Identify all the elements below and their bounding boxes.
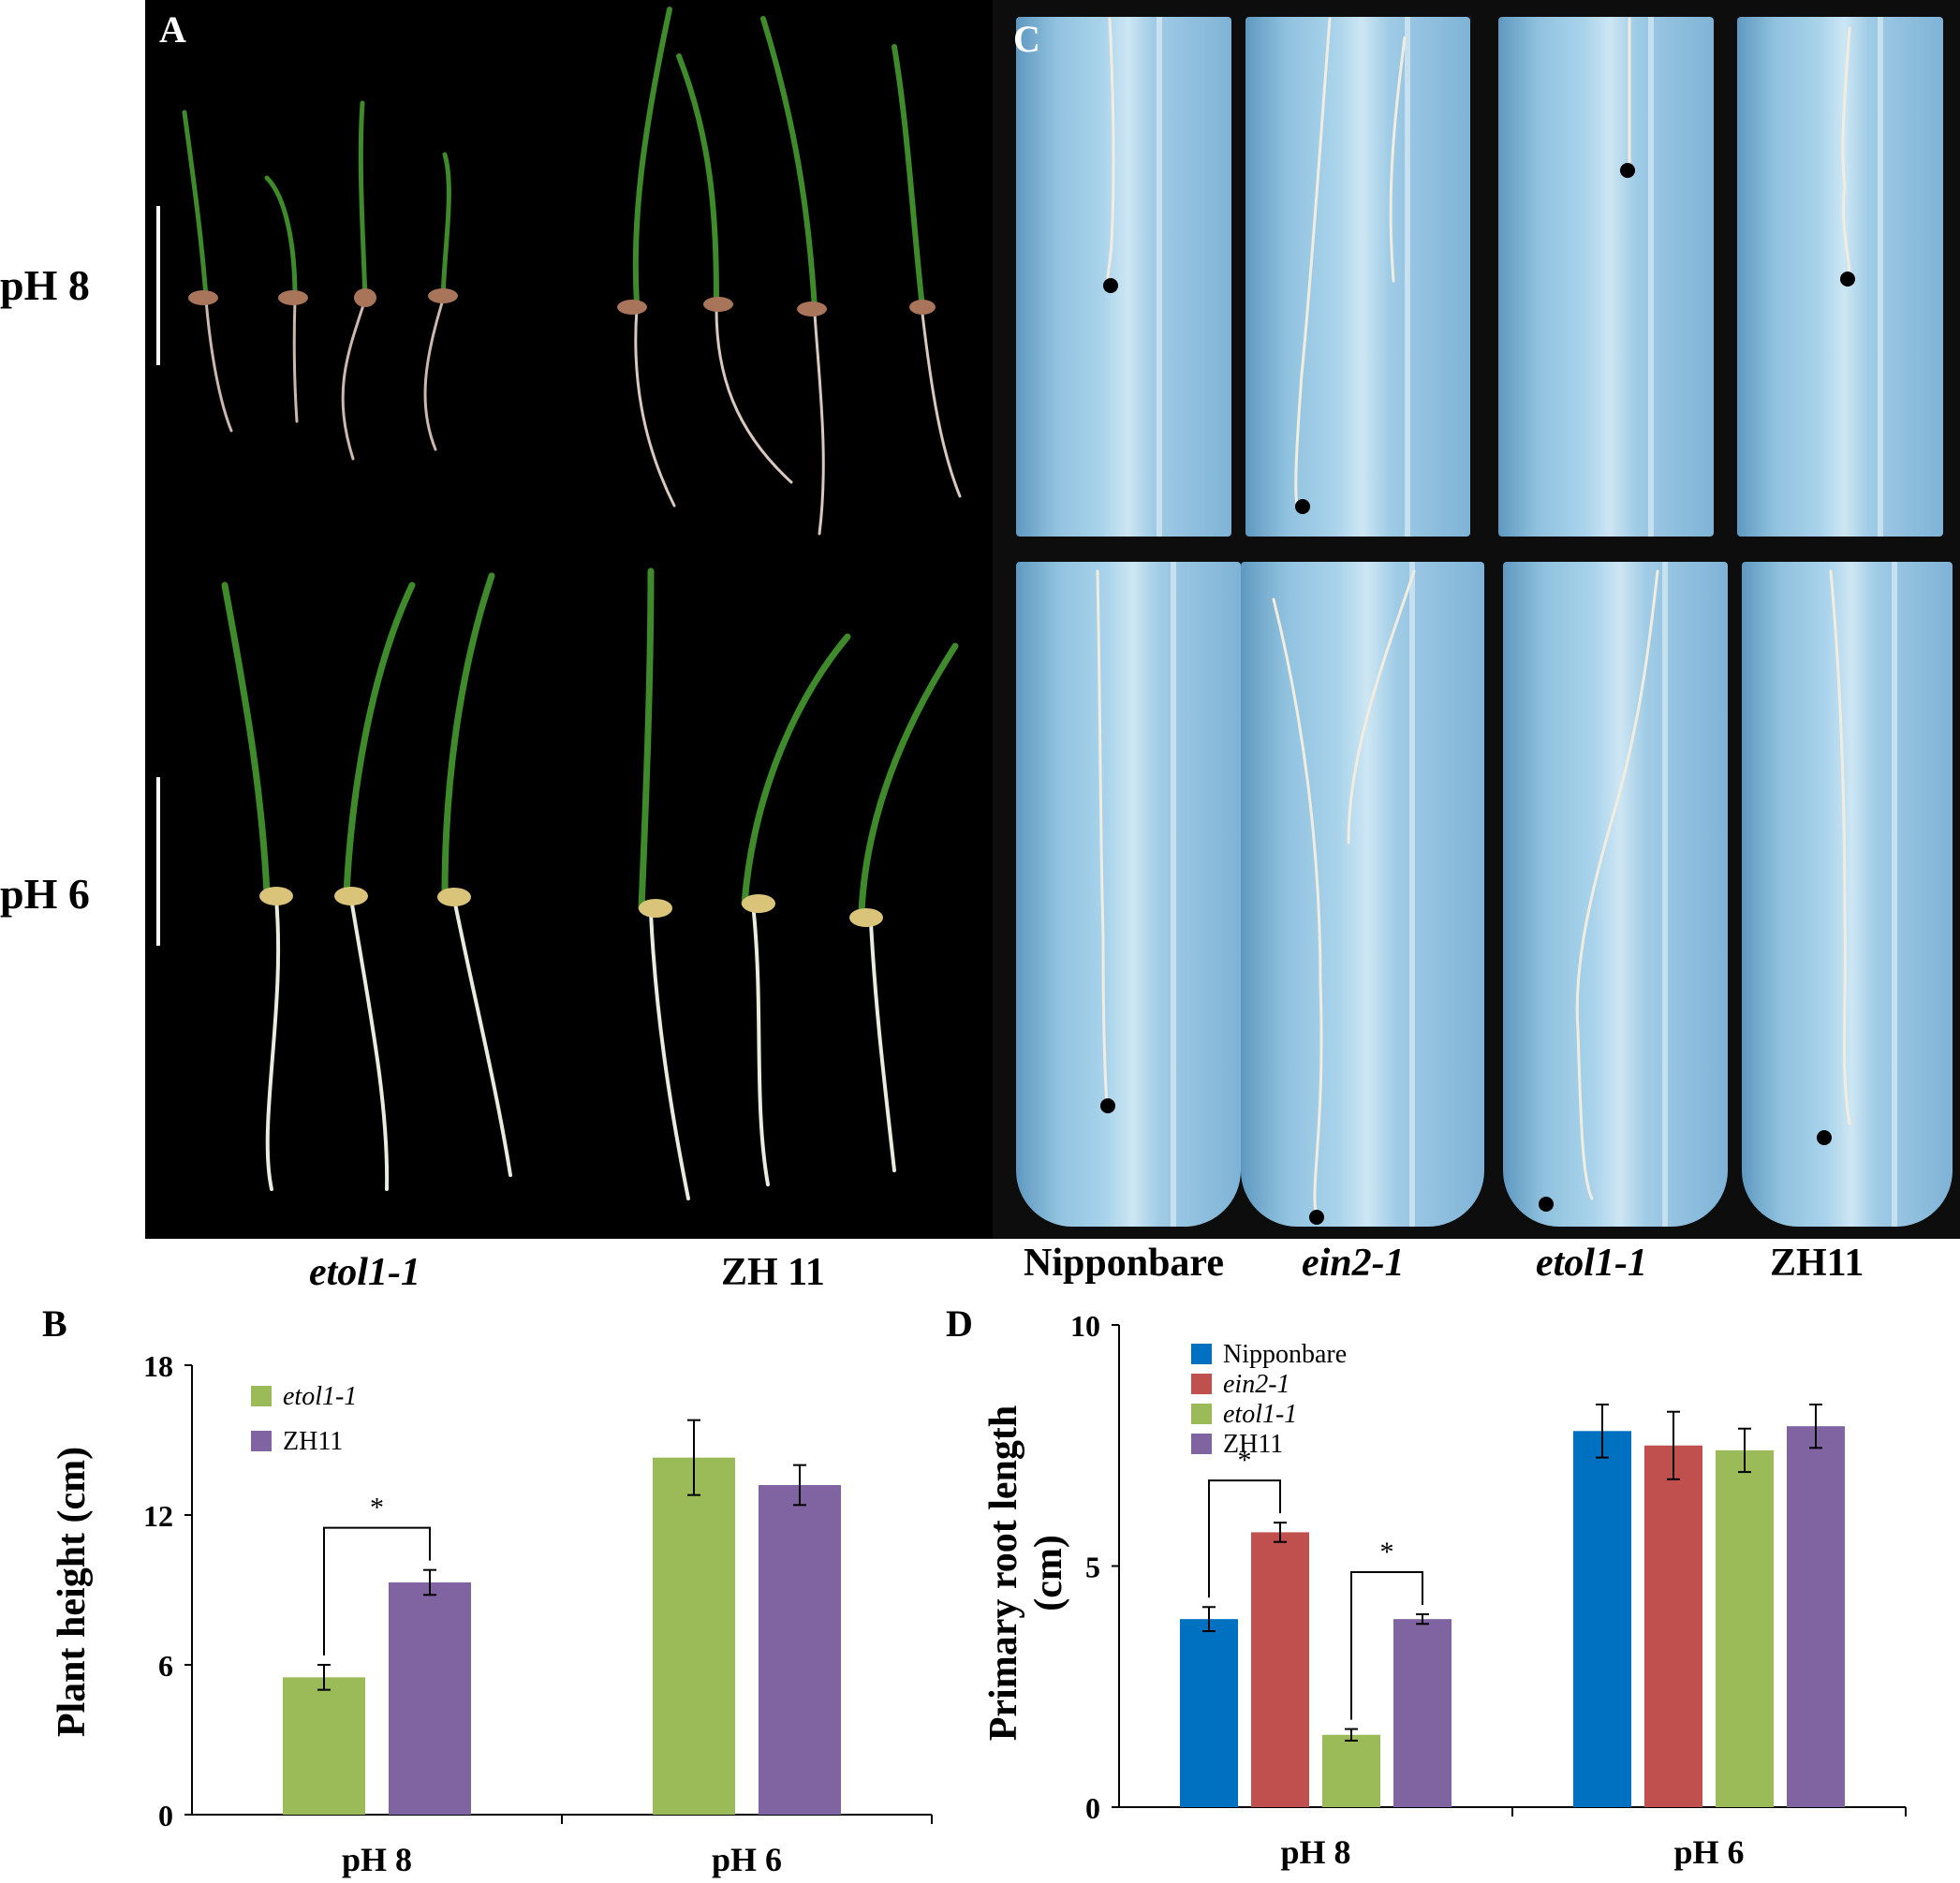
root-tip-marker: [1539, 1197, 1554, 1212]
y-tick-label: 5: [1085, 1551, 1100, 1584]
panel-c-column-ein2: ein2-1: [1302, 1242, 1405, 1285]
panel-a-column-zh11: ZH 11: [721, 1251, 825, 1294]
panel-c-column-nipponbare: Nipponbare: [1024, 1242, 1224, 1285]
bar: [1393, 1619, 1452, 1807]
legend-swatch: [1191, 1404, 1212, 1424]
panel-a-column-etol1: etol1-1: [309, 1251, 420, 1294]
tube-nipponbare-ph6: [1016, 562, 1241, 1227]
bar: [1573, 1431, 1631, 1807]
y-tick-label: 6: [158, 1649, 173, 1683]
bar: [653, 1457, 735, 1815]
y-axis-label-line: Primary root length: [982, 1405, 1025, 1741]
legend-label: etol1-1: [283, 1382, 357, 1411]
bar: [1251, 1532, 1309, 1807]
root-tip-marker: [1817, 1130, 1832, 1145]
panel-c-column-etol1: etol1-1: [1536, 1242, 1647, 1285]
significance-star: *: [1238, 1445, 1252, 1476]
panel-a-photo: A: [145, 0, 997, 1239]
x-tick-label: pH 6: [712, 1841, 782, 1878]
legend-label: ein2-1: [1223, 1370, 1290, 1399]
root-tip-marker: [1840, 272, 1855, 287]
significance-bracket: [1350, 1571, 1423, 1720]
panel-a-letter: A: [159, 8, 186, 51]
legend-label: etol1-1: [1223, 1400, 1297, 1429]
tube-etol1-ph8: [1498, 17, 1714, 537]
legend-swatch: [1191, 1344, 1212, 1364]
row-label-ph8: pH 8: [0, 261, 90, 309]
root-tip-marker: [1100, 1098, 1115, 1113]
legend-label: ZH11: [283, 1427, 343, 1456]
root-tip-marker: [1295, 499, 1310, 514]
bar: [1644, 1445, 1702, 1807]
legend-swatch: [251, 1431, 272, 1451]
y-axis-label: Plant height (cm): [51, 1447, 94, 1737]
panel-c-letter: C: [1013, 18, 1040, 60]
tube-etol1-ph6: [1503, 562, 1728, 1227]
root-tip-marker: [1103, 278, 1118, 293]
panel-d-letter: D: [946, 1302, 973, 1345]
legend-swatch: [1191, 1374, 1212, 1394]
legend-swatch: [251, 1386, 272, 1406]
y-axis-label: Primary root length (cm): [982, 1405, 1070, 1741]
bar: [759, 1485, 841, 1815]
row-label-ph6: pH 6: [0, 870, 90, 918]
bar: [389, 1582, 471, 1815]
legend-label: Nipponbare: [1223, 1340, 1347, 1369]
y-tick-label: 0: [1085, 1791, 1100, 1825]
significance-star: *: [370, 1493, 384, 1523]
y-axis-label-line: Plant height (cm): [51, 1447, 94, 1737]
tube-ein2-ph8: [1245, 17, 1470, 537]
scale-bar-ph6: [156, 777, 160, 946]
panel-c-column-zh11: ZH11: [1770, 1242, 1864, 1285]
tube-nipponbare-ph8: [1016, 17, 1231, 537]
significance-bracket: [323, 1526, 431, 1655]
roots-illustration: [1096, 17, 1851, 1214]
panel-b-letter: B: [42, 1302, 67, 1345]
scale-bar-ph8: [156, 206, 160, 365]
y-tick-label: 12: [143, 1499, 173, 1533]
bar: [1180, 1619, 1238, 1807]
panel-c-photo: C: [993, 0, 1960, 1239]
significance-bracket: [1208, 1479, 1281, 1598]
x-tick-label: pH 6: [1673, 1833, 1744, 1871]
root-tip-marker: [1309, 1210, 1324, 1225]
root-tip-marker: [1620, 163, 1635, 178]
tube-ein2-ph6: [1241, 562, 1484, 1227]
significance-star: *: [1380, 1537, 1394, 1567]
bar: [283, 1677, 365, 1815]
x-tick-label: pH 8: [1280, 1833, 1350, 1871]
seedlings-illustration: [182, 7, 962, 1200]
y-tick-label: 18: [143, 1349, 173, 1383]
x-tick-label: pH 8: [342, 1841, 412, 1878]
bar: [1787, 1426, 1845, 1807]
y-tick-label: 10: [1070, 1309, 1100, 1343]
bar: [1322, 1734, 1380, 1807]
legend-label: ZH11: [1223, 1430, 1283, 1459]
chart-b-plant-height: 0 6 12 18 pH 8 pH 6 * etol1-1 ZH11 Plant height (…: [51, 1349, 933, 1878]
bar: [1716, 1449, 1774, 1807]
y-axis-label-line: (cm): [1027, 1535, 1070, 1611]
chart-d-root-length: 0 5 10 pH 8 pH 6 * * Nipponbareein2-1etol1-1ZH1…: [982, 1309, 1907, 1871]
legend-swatch: [1191, 1434, 1212, 1454]
y-tick-label: 0: [158, 1799, 173, 1832]
